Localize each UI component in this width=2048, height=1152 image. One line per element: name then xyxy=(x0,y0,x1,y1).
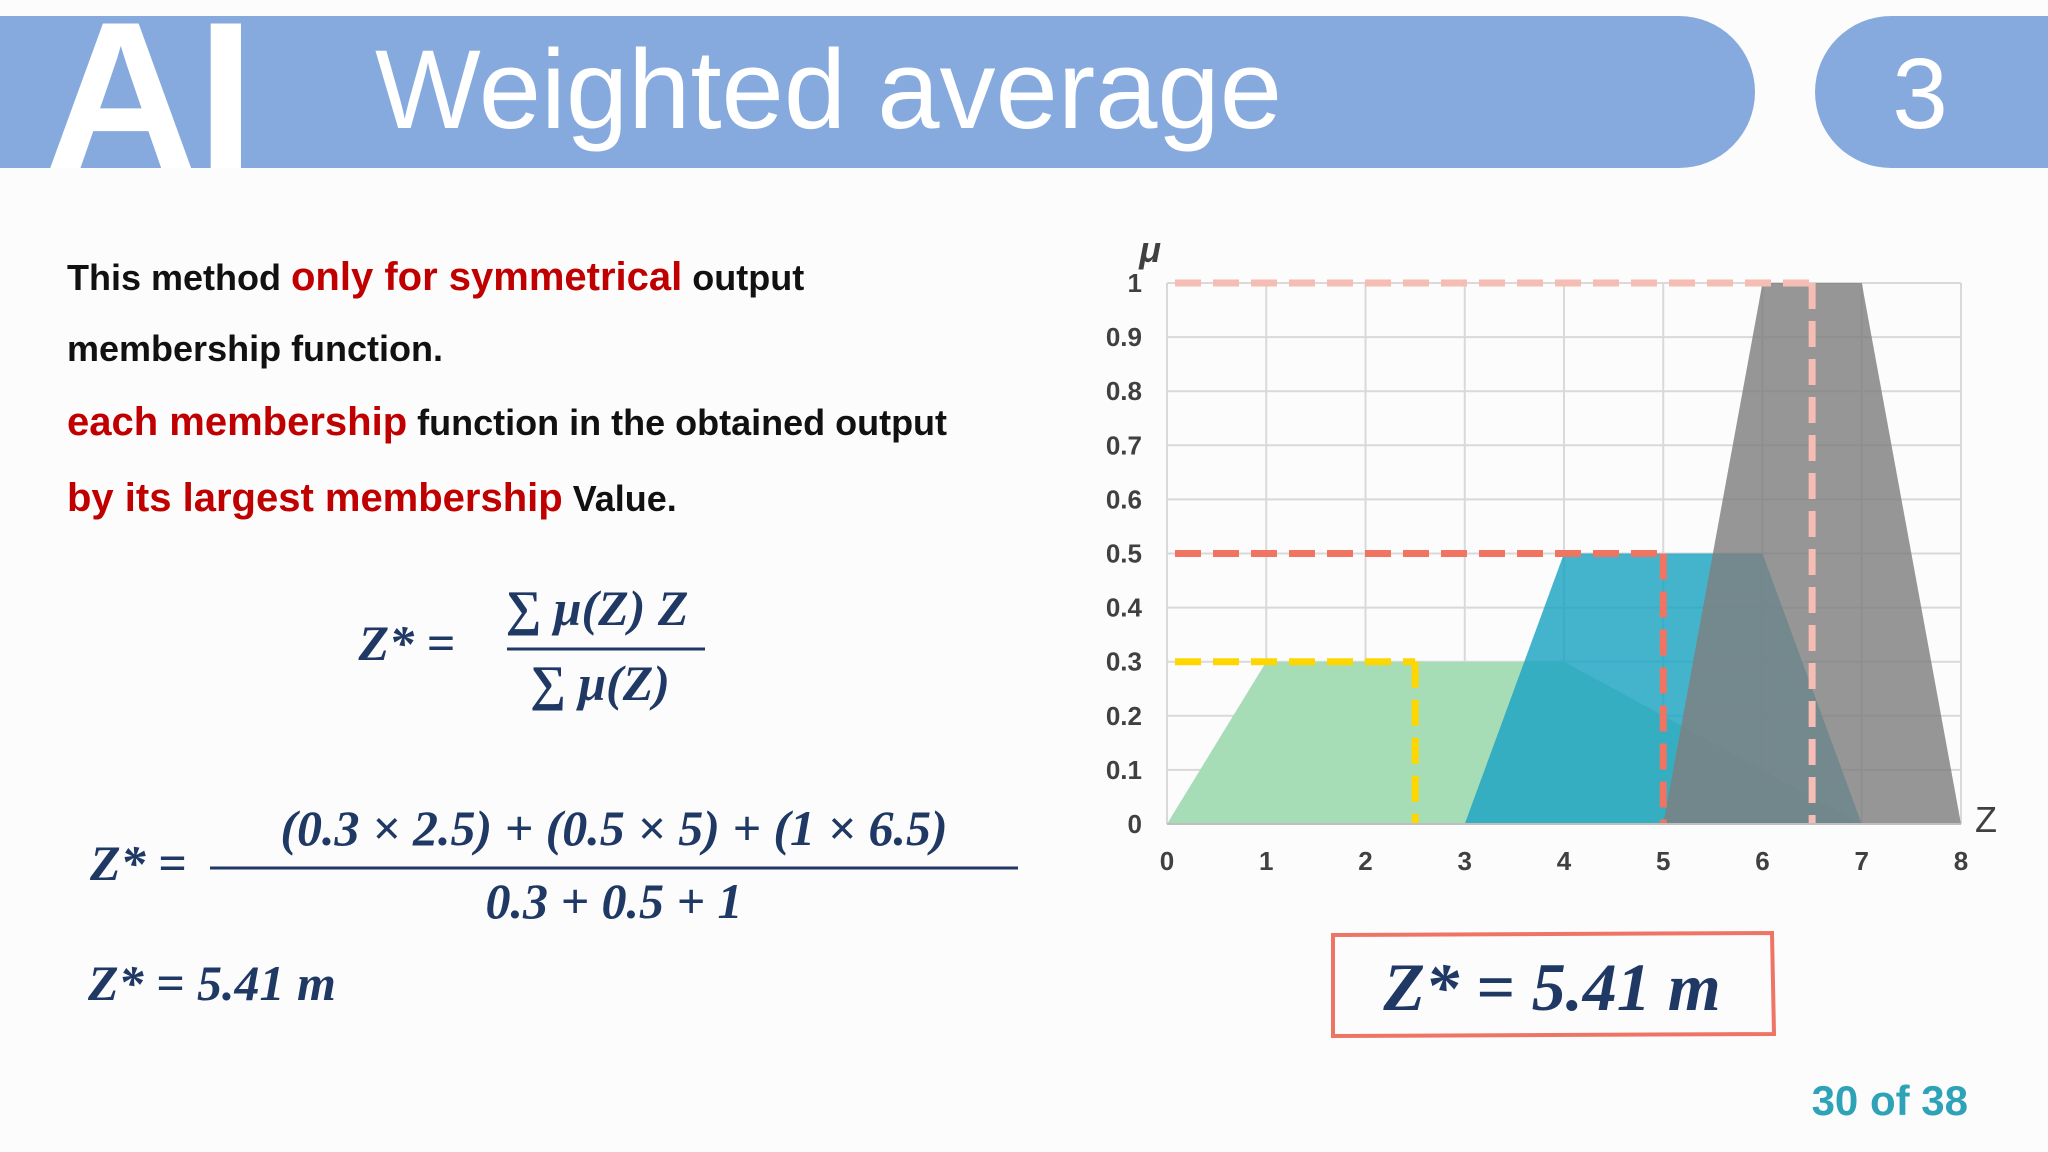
text-segment: each membership xyxy=(67,400,407,444)
text-segment: output xyxy=(682,257,804,298)
y-tick-label: 0.1 xyxy=(1106,755,1142,785)
formula-numerator: (0.3 × 2.5) + (0.5 × 5) + (1 × 6.5) xyxy=(280,800,947,856)
page-number: 30 of 38 xyxy=(1812,1077,1968,1124)
x-tick-label: 4 xyxy=(1557,846,1572,876)
slide-title: Weighted average xyxy=(375,27,1282,152)
boxed-result: Z* = 5.41 m xyxy=(1382,949,1720,1025)
y-tick-label: 0.2 xyxy=(1106,701,1142,731)
text-line: each membership function in the obtained… xyxy=(67,400,947,444)
body-text: This method only for symmetrical output m… xyxy=(67,255,947,520)
x-tick-label: 6 xyxy=(1755,846,1769,876)
y-tick-label: 0 xyxy=(1128,809,1142,839)
y-tick-label: 0.8 xyxy=(1106,376,1142,406)
formula-lhs: Z* = xyxy=(357,615,455,671)
y-tick-label: 0.4 xyxy=(1106,593,1143,623)
formula-lhs: Z* = xyxy=(89,835,187,891)
x-tick-label: 7 xyxy=(1855,846,1869,876)
logo: AI xyxy=(45,0,255,213)
y-tick-label: 0.7 xyxy=(1106,430,1142,460)
text-line: This method only for symmetrical output xyxy=(67,255,804,299)
header-band xyxy=(0,16,1755,168)
result: Z* = 5.41 m xyxy=(87,955,336,1011)
result-box xyxy=(1331,930,1777,1039)
formula-applied: Z* = (0.3 × 2.5) + (0.5 × 5) + (1 × 6.5)… xyxy=(89,800,1018,929)
x-tick-label: 2 xyxy=(1358,846,1372,876)
text-segment: function in the obtained output xyxy=(407,402,947,443)
text-segment: membership function. xyxy=(67,328,443,369)
formula-denominator: 0.3 + 0.5 + 1 xyxy=(486,873,743,929)
text-line: by its largest membership Value. xyxy=(67,476,677,520)
section-number: 3 xyxy=(1892,38,1948,150)
formula-general: Z* = ∑ μ(Z) Z ∑ μ(Z) xyxy=(357,580,705,711)
y-tick-label: 0.6 xyxy=(1106,484,1142,514)
y-tick-label: 0.5 xyxy=(1106,539,1142,569)
section-pill xyxy=(1815,16,2048,168)
x-tick-label: 1 xyxy=(1259,846,1273,876)
x-tick-label: 8 xyxy=(1954,846,1968,876)
chart: 0 0.1 0.2 0.3 0.4 0.5 0.6 0.7 0.8 0.9 1 0 1 2 3 4 5 6 7 8 μ Z xyxy=(1106,229,1997,876)
x-tick-label: 0 xyxy=(1160,846,1174,876)
x-axis-label: Z xyxy=(1975,799,1997,840)
text-segment: This method xyxy=(67,257,291,298)
formula-denominator: ∑ μ(Z) xyxy=(530,655,670,711)
y-tick-label: 0.9 xyxy=(1106,322,1142,352)
y-axis-label: μ xyxy=(1138,229,1161,270)
text-line: membership function. xyxy=(67,328,443,369)
y-tick-label: 1 xyxy=(1128,268,1142,298)
text-segment: Value. xyxy=(563,478,677,519)
x-tick-label: 3 xyxy=(1458,846,1472,876)
text-segment: only for symmetrical xyxy=(291,255,682,299)
x-tick-label: 5 xyxy=(1656,846,1670,876)
header-band-left xyxy=(0,16,200,168)
y-tick-label: 0.3 xyxy=(1106,647,1142,677)
text-segment: by its largest membership xyxy=(67,476,563,520)
formula-numerator: ∑ μ(Z) Z xyxy=(506,580,689,636)
